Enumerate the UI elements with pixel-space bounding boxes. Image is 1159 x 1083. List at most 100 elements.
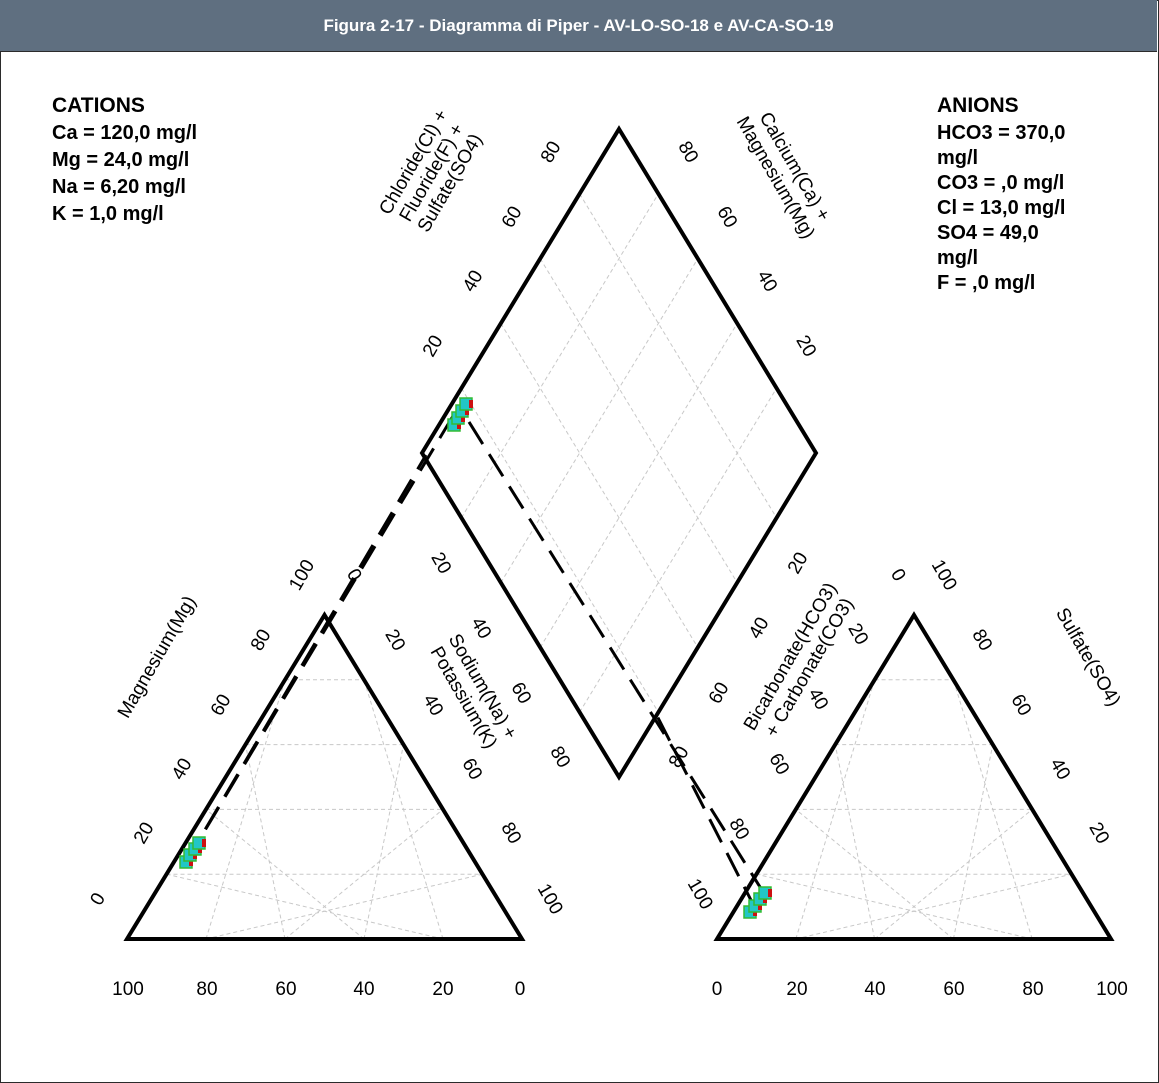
anion-bottom-tick: 0 xyxy=(712,979,723,1000)
diamond-tick: 40 xyxy=(459,267,488,296)
anion-projection-line xyxy=(457,405,767,896)
sodium-axis-label: Sodium(Na) + Potassium(K) xyxy=(426,631,521,753)
diamond-tick: 40 xyxy=(745,614,774,643)
cation-sample-marker xyxy=(192,836,206,850)
mg-side-ticks: 0 20 40 60 80 100 xyxy=(86,556,319,909)
grid-line xyxy=(952,744,994,940)
grid-line xyxy=(205,873,483,940)
grid-line xyxy=(363,679,444,940)
grid-line xyxy=(795,679,876,940)
grid-line xyxy=(460,387,659,713)
anion-sample-marker xyxy=(758,886,772,900)
anion-bottom-tick: 20 xyxy=(786,979,807,1000)
hco3-side-tick: 100 xyxy=(683,875,717,913)
grid-line xyxy=(795,873,1072,940)
mg-side-tick: 40 xyxy=(168,755,197,784)
grid-line xyxy=(205,679,286,940)
so4-side-tick: 20 xyxy=(1084,819,1113,848)
anions-heading: ANIONS xyxy=(937,94,1019,117)
sulfate-axis-label: Sulfate(SO4) xyxy=(1051,604,1124,710)
anion-helper-line xyxy=(652,709,758,911)
na-side-tick: 60 xyxy=(457,755,486,784)
mg-side-tick: 60 xyxy=(207,691,236,720)
diamond-tick: 20 xyxy=(791,332,820,361)
diamond-tick: 80 xyxy=(537,138,566,167)
grid-line xyxy=(756,873,1033,940)
na-side-ticks: 0 20 40 60 80 100 xyxy=(342,565,567,918)
grid-line xyxy=(284,809,444,940)
mg-side-tick: 100 xyxy=(285,556,319,594)
diamond-tick: 20 xyxy=(426,549,455,578)
cation-bottom-tick: 40 xyxy=(353,979,374,1000)
cations-heading: CATIONS xyxy=(52,94,145,117)
cation-bottom-tick: 20 xyxy=(432,979,453,1000)
magnesium-axis-label: Magnesium(Mg) xyxy=(114,593,201,722)
sample-marker-accent xyxy=(469,400,473,408)
cations-block: CATIONS Ca = 120,0 mg/l Mg = 24,0 mg/l N… xyxy=(52,94,197,225)
mg-side-tick: 80 xyxy=(247,626,276,655)
cation-mg-value: Mg = 24,0 mg/l xyxy=(52,149,189,171)
grid-line xyxy=(460,193,659,519)
anions-block: ANIONS HCO3 = 370,0 mg/l CO3 = ,0 mg/l C… xyxy=(937,94,1065,294)
grid-line xyxy=(579,193,778,519)
grid-line xyxy=(500,258,699,583)
grid-line xyxy=(205,809,365,940)
anion-hco3-unit: mg/l xyxy=(937,147,978,169)
grid-line xyxy=(579,387,778,713)
diamond-tick: 40 xyxy=(466,614,495,643)
bicarbonate-axis-label: Bicarbonate(HCO3) + Carbonate(CO3) xyxy=(740,579,858,741)
data-markers xyxy=(179,397,772,919)
anion-hco3-value: HCO3 = 370,0 xyxy=(937,122,1065,144)
anion-co3-value: CO3 = ,0 mg/l xyxy=(937,172,1064,194)
cation-bottom-tick: 0 xyxy=(515,979,526,1000)
grid-line xyxy=(363,744,404,940)
chloride-axis-label: Chloride(Cl) + Fluoride(F) + Sulfate(SO4… xyxy=(375,106,486,236)
diamond-tick: 80 xyxy=(665,743,694,772)
anion-so4-value: SO4 = 49,0 xyxy=(937,222,1039,244)
hco3-side-tick: 60 xyxy=(764,750,793,779)
grid-line xyxy=(500,323,699,648)
cation-k-value: K = 1,0 mg/l xyxy=(52,203,164,225)
cation-bottom-ticks: 100 80 60 40 20 0 xyxy=(112,979,525,1000)
diamond-tick: 80 xyxy=(545,743,574,772)
grid-line xyxy=(245,744,286,940)
diamond-tick: 60 xyxy=(506,679,535,708)
anion-bottom-tick: 100 xyxy=(1096,979,1128,1000)
na-side-tick: 40 xyxy=(418,691,447,720)
hco3-side-tick: 80 xyxy=(724,815,753,844)
anion-triangle xyxy=(713,611,1115,941)
cation-triangle xyxy=(123,611,526,941)
diamond-tick: 20 xyxy=(419,332,448,361)
na-side-tick: 20 xyxy=(380,626,409,655)
diamond-sample-marker xyxy=(459,397,473,411)
piper-diagram: CATIONS Ca = 120,0 mg/l Mg = 24,0 mg/l N… xyxy=(52,94,1128,1000)
grid-line xyxy=(834,744,876,940)
anion-bottom-tick: 80 xyxy=(1022,979,1043,1000)
so4-side-tick: 60 xyxy=(1006,691,1035,720)
sample-marker-accent xyxy=(758,902,762,910)
sample-marker-accent xyxy=(461,414,465,422)
so4-side-tick: 80 xyxy=(967,626,996,655)
calcium-axis-label: Calcium(Ca) + Magnesium(Mg) xyxy=(732,109,834,243)
cation-bottom-tick: 100 xyxy=(112,979,144,1000)
grid-line xyxy=(539,323,738,648)
cation-helper-line xyxy=(184,454,428,863)
cation-na-value: Na = 6,20 mg/l xyxy=(52,176,186,198)
na-side-tick: 100 xyxy=(533,880,567,918)
grid-line xyxy=(166,873,444,940)
hco3-side-tick: 20 xyxy=(843,620,872,649)
diamond-tick: 20 xyxy=(784,549,813,578)
sample-marker-accent xyxy=(768,889,772,897)
diamond-tick: 60 xyxy=(712,203,741,232)
sample-marker-accent xyxy=(189,858,193,866)
diamond-tick: 60 xyxy=(498,203,527,232)
diamond-tick: 40 xyxy=(752,267,781,296)
hco3-side-tick: 0 xyxy=(886,565,909,585)
mg-side-tick: 20 xyxy=(130,819,159,848)
anion-cl-value: Cl = 13,0 mg/l xyxy=(937,197,1065,219)
anion-bottom-tick: 40 xyxy=(864,979,885,1000)
mg-side-tick: 0 xyxy=(86,889,109,909)
so4-side-ticks: 100 80 60 40 20 xyxy=(927,556,1113,847)
anion-bottom-tick: 60 xyxy=(943,979,964,1000)
anion-bottom-ticks: 0 20 40 60 80 100 xyxy=(712,979,1128,1000)
